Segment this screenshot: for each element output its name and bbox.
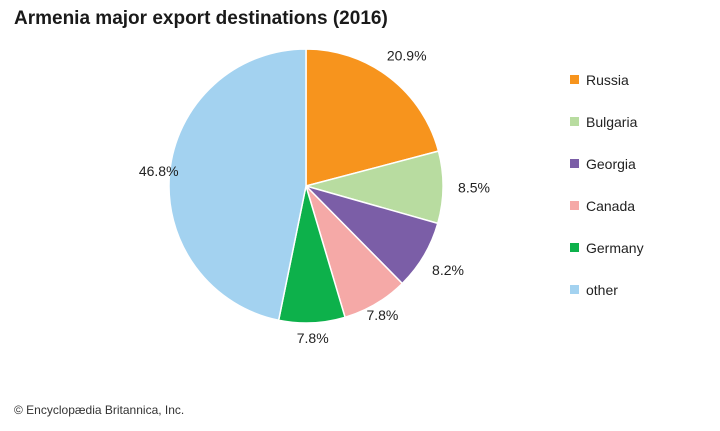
legend-swatch-germany (570, 243, 579, 252)
copyright-credit: © Encyclopædia Britannica, Inc. (14, 403, 185, 417)
slice-label-russia: 20.9% (387, 47, 427, 63)
slice-label-georgia: 8.2% (432, 262, 464, 278)
legend-label-other: other (586, 282, 618, 298)
legend-swatch-bulgaria (570, 117, 579, 126)
slice-label-canada: 7.8% (366, 307, 398, 323)
slice-percent-labels: 20.9% 8.5% 8.2% 7.8% 7.8% 46.8% (139, 47, 490, 346)
legend-label-bulgaria: Bulgaria (586, 114, 638, 130)
chart-title: Armenia major export destinations (2016) (14, 8, 388, 29)
legend-swatch-other (570, 285, 579, 294)
pie-slice-russia (305, 48, 440, 187)
legend-swatch-russia (570, 75, 579, 84)
legend-swatch-canada (570, 201, 579, 210)
legend-label-georgia: Georgia (586, 156, 636, 172)
slice-label-other: 46.8% (139, 163, 179, 179)
pie-slice-other (168, 48, 307, 322)
legend-label-canada: Canada (586, 198, 635, 214)
legend: Russia Bulgaria Georgia Canada Germany other (570, 72, 644, 298)
legend-label-russia: Russia (586, 72, 629, 88)
slice-label-bulgaria: 8.5% (458, 180, 490, 196)
pie-slices (168, 48, 444, 324)
legend-label-germany: Germany (586, 240, 644, 256)
slice-label-germany: 7.8% (297, 330, 329, 346)
legend-swatch-georgia (570, 159, 579, 168)
